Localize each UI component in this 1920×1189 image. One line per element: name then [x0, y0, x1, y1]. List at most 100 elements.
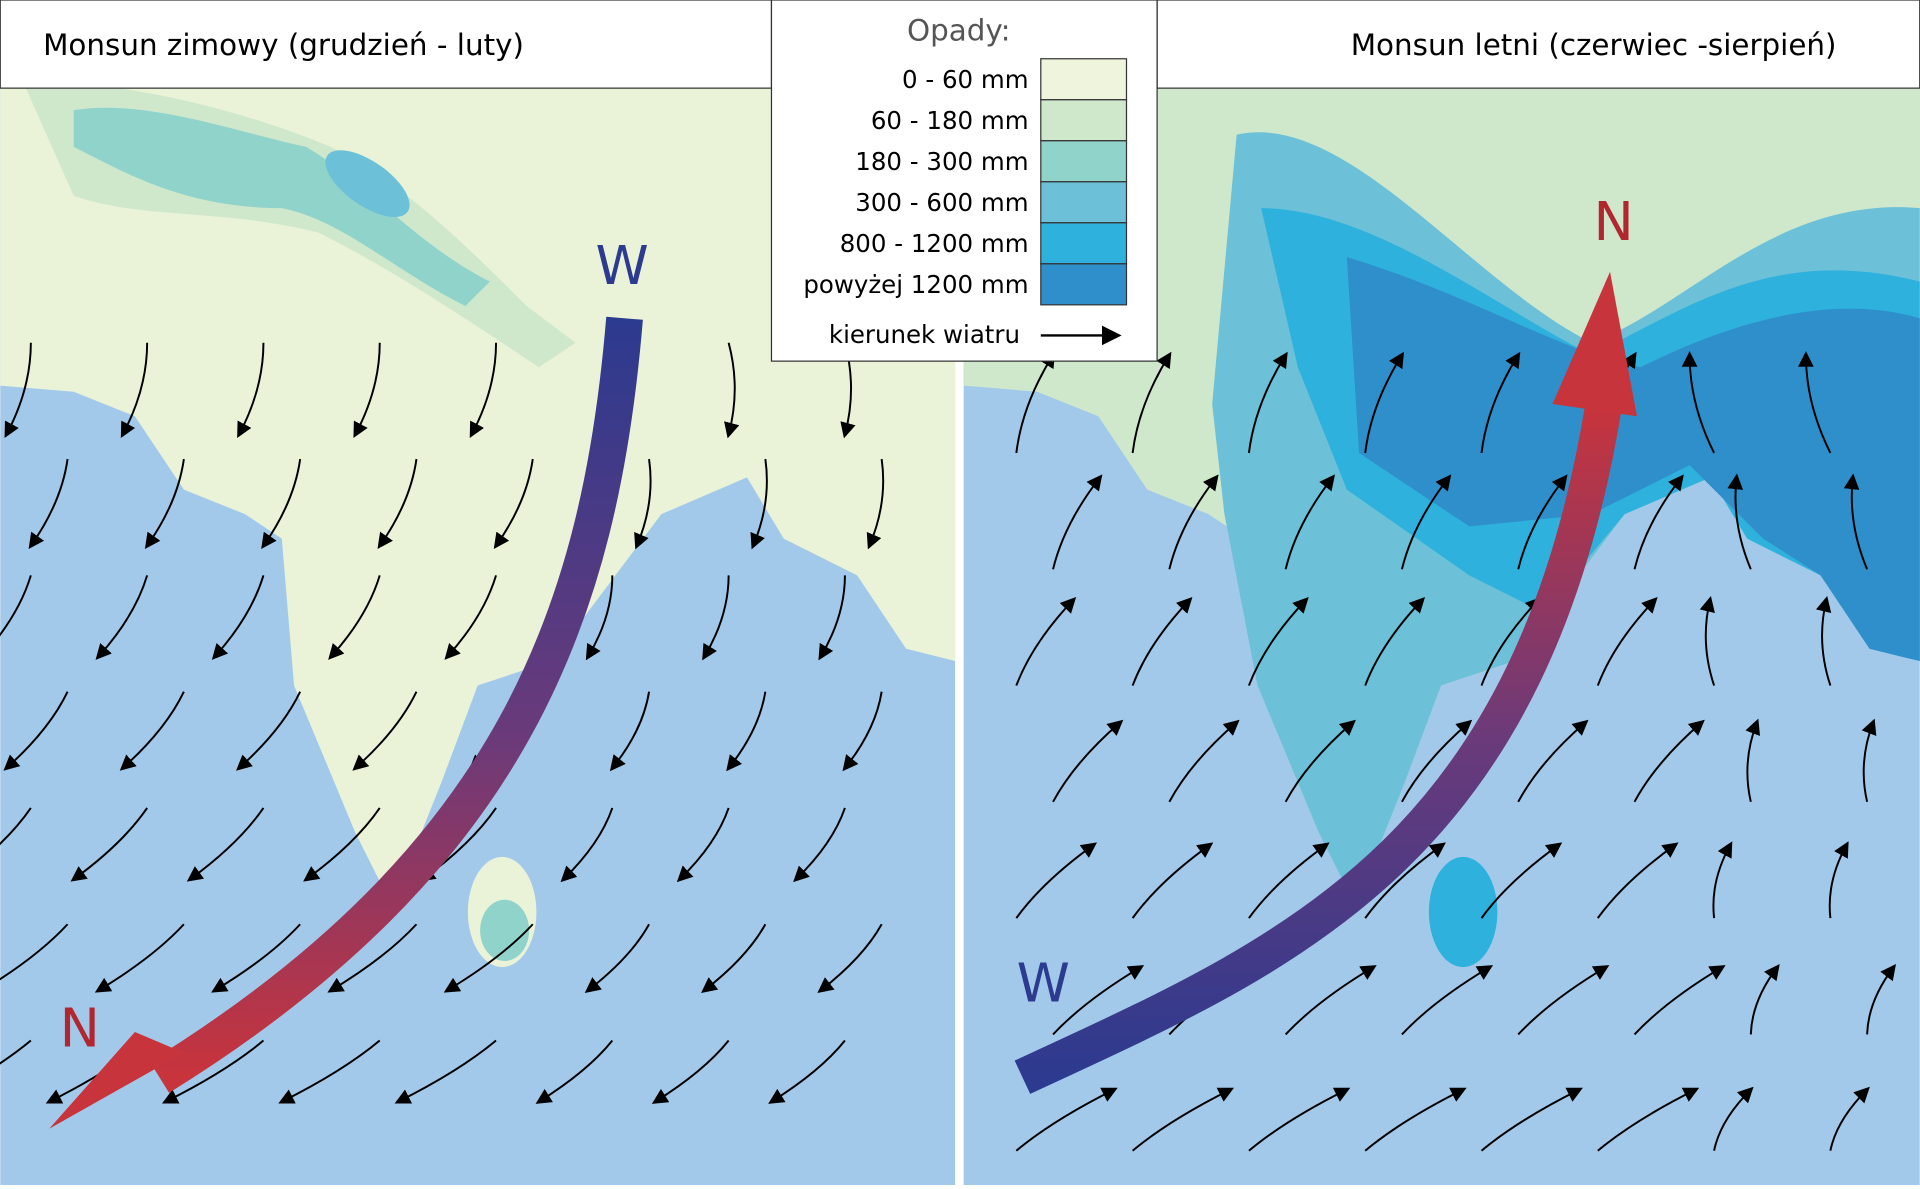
wind-arrow	[1131, 597, 1193, 686]
wind-arrow	[1749, 963, 1780, 1035]
legend-title: Opady:	[907, 13, 1011, 47]
wind-arrow	[676, 807, 730, 883]
wind-arrow	[1517, 965, 1610, 1036]
wind-arrow	[352, 691, 418, 771]
wind-arrow	[651, 1039, 730, 1104]
wind-arrow	[1861, 718, 1877, 803]
legend-label: 180 - 300 mm	[855, 147, 1028, 176]
wind-arrow	[634, 458, 652, 550]
wind-arrow	[726, 691, 767, 772]
legend-wind-label: kierunek wiatru	[829, 320, 1020, 349]
wind-arrow	[186, 807, 265, 882]
wind-arrow	[1480, 351, 1521, 454]
wind-arrow	[584, 923, 650, 993]
wind-arrow	[1745, 718, 1761, 803]
wind-label-w: W	[1017, 951, 1070, 1014]
wind-arrow	[3, 691, 69, 771]
wind-arrow	[1713, 1086, 1754, 1151]
wind-arrow	[493, 458, 534, 549]
wind-label-w: W	[595, 234, 648, 297]
wind-arrow	[236, 691, 302, 771]
wind-arrow	[1247, 351, 1288, 454]
wind-arrow	[1168, 474, 1219, 570]
wind-arrow	[1052, 965, 1145, 1036]
legend-swatch	[1040, 99, 1128, 142]
wind-arrow	[818, 575, 846, 661]
legend-label: 300 - 600 mm	[855, 188, 1028, 217]
wind-arrow	[1699, 596, 1716, 686]
wind-arrow	[1131, 351, 1172, 454]
wind-arrow	[1364, 351, 1405, 454]
legend-swatch	[1040, 140, 1128, 183]
wind-arrow	[377, 458, 418, 549]
wind-arrow	[1866, 963, 1897, 1035]
wind-arrow	[1633, 474, 1684, 570]
wind-arrow	[1401, 965, 1494, 1036]
wind-arrow	[1364, 1087, 1467, 1152]
wind-arrow	[278, 1039, 381, 1104]
wind-arrow	[535, 1039, 614, 1104]
wind-arrow	[1633, 965, 1726, 1036]
wind-arrow	[1401, 719, 1473, 803]
wind-arrow	[1052, 474, 1103, 570]
wind-arrow	[560, 807, 614, 883]
legend-label: 0 - 60 mm	[902, 65, 1029, 94]
wind-arrow	[1400, 474, 1452, 570]
legend-swatch	[1040, 181, 1128, 224]
wind-arrow	[0, 807, 32, 846]
wind-arrow	[4, 342, 32, 439]
wind-arrow	[842, 691, 883, 772]
wind-arrow	[1131, 842, 1214, 919]
wind-arrow	[443, 923, 534, 993]
wind-arrow	[1284, 474, 1335, 570]
wind-arrow	[768, 1039, 846, 1104]
wind-arrow	[1727, 473, 1752, 570]
wind-arrow	[211, 575, 265, 660]
wind-arrow	[162, 1039, 265, 1104]
legend-swatch	[1040, 263, 1128, 306]
wind-arrow	[0, 575, 32, 637]
monsoon-arrowhead	[1552, 271, 1637, 417]
monsoon-arrow	[149, 316, 643, 1093]
wind-arrow	[0, 1039, 32, 1065]
wind-arrow	[1681, 351, 1715, 454]
wind-arrow	[1015, 597, 1077, 686]
legend-swatch	[1040, 222, 1128, 265]
wind-arrow	[328, 575, 381, 660]
wind-arrow	[1284, 719, 1356, 803]
wind-arrow	[1284, 965, 1377, 1036]
right-title: Monsun letni (czerwiec -sierpień)	[1351, 28, 1837, 62]
right-title-box	[1156, 0, 1920, 89]
wind-arrow	[702, 575, 730, 661]
wind-arrow	[1015, 1087, 1118, 1152]
wind-arrow	[1517, 474, 1568, 570]
wind-arrows	[0, 342, 1897, 1152]
wind-arrow	[1798, 351, 1832, 454]
wind-arrow	[1829, 1086, 1870, 1151]
legend-swatch	[1040, 58, 1128, 101]
wind-arrow	[1480, 1087, 1583, 1152]
wind-arrow	[1052, 719, 1124, 803]
wind-arrow	[1364, 842, 1446, 919]
wind-arrow	[444, 575, 497, 660]
wind-arrow	[237, 342, 265, 439]
wind-arrow	[1597, 1087, 1700, 1152]
wind-arrow	[394, 1039, 497, 1104]
wind-arrow	[28, 458, 69, 549]
legend-label: 60 - 180 mm	[871, 106, 1029, 135]
wind-arrow	[609, 691, 651, 772]
wind-arrow	[94, 923, 185, 993]
wind-arrow	[1596, 597, 1658, 686]
wind-arrow	[95, 575, 149, 660]
wind-arrow	[1131, 1087, 1235, 1152]
wind-arrow	[1480, 842, 1563, 919]
right-map	[963, 0, 1920, 1185]
wind-arrow	[1597, 842, 1679, 919]
monsoon-arrow	[1014, 401, 1623, 1094]
legend-label: 800 - 1200 mm	[840, 229, 1029, 258]
wind-arrow	[1815, 596, 1832, 686]
legend: Opady: 0 - 60 mm 60 - 180 mm 180 - 300 mm 3…	[770, 0, 1158, 362]
monsoon-arrowhead	[49, 1031, 184, 1129]
wind-arrow	[144, 458, 185, 549]
